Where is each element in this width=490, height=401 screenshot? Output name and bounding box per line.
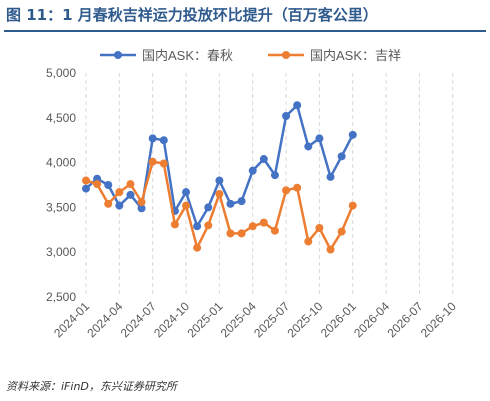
data-point	[148, 134, 157, 143]
data-point	[204, 221, 213, 230]
data-point	[237, 197, 246, 206]
data-point	[182, 188, 191, 197]
data-point	[170, 220, 179, 229]
data-point	[315, 224, 324, 233]
data-point	[293, 183, 302, 192]
y-tick-label: 3,500	[46, 200, 76, 214]
data-point	[304, 237, 313, 246]
x-tick-label: 2026-04	[351, 299, 392, 340]
data-point	[137, 198, 146, 207]
data-point	[204, 203, 213, 212]
y-tick-label: 3,000	[46, 245, 76, 259]
x-tick-label: 2026-10	[418, 299, 459, 340]
legend-marker	[282, 51, 290, 59]
y-tick-label: 2,500	[46, 290, 76, 304]
data-point	[237, 229, 246, 238]
data-point	[337, 152, 346, 161]
data-point	[326, 172, 335, 181]
title-rule	[4, 30, 486, 32]
x-tick-label: 2025-10	[284, 299, 325, 340]
y-tick-label: 5,000	[46, 66, 76, 80]
data-point	[304, 142, 313, 151]
x-tick-label: 2024-10	[151, 299, 192, 340]
x-tick-label: 2024-01	[51, 299, 92, 340]
data-point	[215, 176, 224, 185]
data-point	[270, 226, 279, 235]
data-point	[115, 201, 124, 210]
y-tick-label: 4,000	[46, 156, 76, 170]
plot-area	[82, 101, 357, 254]
x-tick-label: 2026-01	[318, 299, 359, 340]
data-point	[126, 190, 135, 199]
data-point	[215, 189, 224, 198]
chart-legend: 国内ASK：春秋 国内ASK：吉祥	[100, 48, 401, 63]
data-point	[293, 101, 302, 110]
y-axis: 2,500 3,000 3,500 4,000 4,500 5,000	[46, 66, 76, 304]
y-tick-label: 4,500	[46, 111, 76, 125]
legend-label: 国内ASK：春秋	[142, 48, 233, 63]
data-point	[270, 171, 279, 180]
x-tick-label: 2024-07	[118, 299, 159, 340]
source-note: 资料来源：iFinD，东兴证券研究所	[6, 380, 177, 393]
x-tick-label: 2025-01	[184, 299, 225, 340]
data-point	[315, 134, 324, 143]
data-point	[259, 218, 268, 227]
data-point	[193, 243, 202, 252]
x-tick-label: 2025-04	[218, 299, 259, 340]
x-tick-label: 2026-07	[385, 299, 426, 340]
data-point	[137, 204, 146, 213]
data-point	[159, 159, 168, 168]
data-point	[148, 157, 157, 166]
data-point	[159, 136, 168, 145]
line-chart: 国内ASK：春秋 国内ASK：吉祥 2,500 3,000 3,500 4,000 4,5…	[46, 48, 459, 340]
data-point	[115, 188, 124, 197]
data-point	[93, 180, 102, 189]
legend-label: 国内ASK：吉祥	[310, 48, 401, 63]
data-point	[226, 229, 235, 238]
data-point	[82, 184, 90, 193]
data-point	[248, 166, 257, 175]
data-point	[193, 222, 202, 231]
data-point	[104, 181, 113, 189]
data-point	[104, 199, 113, 208]
data-point	[126, 180, 135, 189]
data-point	[348, 130, 357, 139]
data-point	[182, 201, 191, 210]
data-point	[282, 186, 291, 195]
x-axis: 2024-012024-042024-072024-102025-012025-…	[51, 299, 459, 340]
figure-title: 图 11：1 月春秋吉祥运力投放环比提升（百万客公里）	[6, 6, 378, 24]
data-point	[259, 155, 268, 164]
data-point	[348, 201, 357, 210]
data-point	[282, 112, 291, 121]
legend-marker	[114, 51, 122, 59]
data-point	[82, 176, 90, 185]
chart-grid	[85, 73, 454, 297]
data-point	[337, 227, 346, 236]
data-point	[226, 199, 235, 208]
data-point	[248, 222, 257, 231]
data-point	[326, 245, 335, 254]
x-tick-label: 2025-07	[251, 299, 292, 340]
x-tick-label: 2024-04	[84, 299, 125, 340]
